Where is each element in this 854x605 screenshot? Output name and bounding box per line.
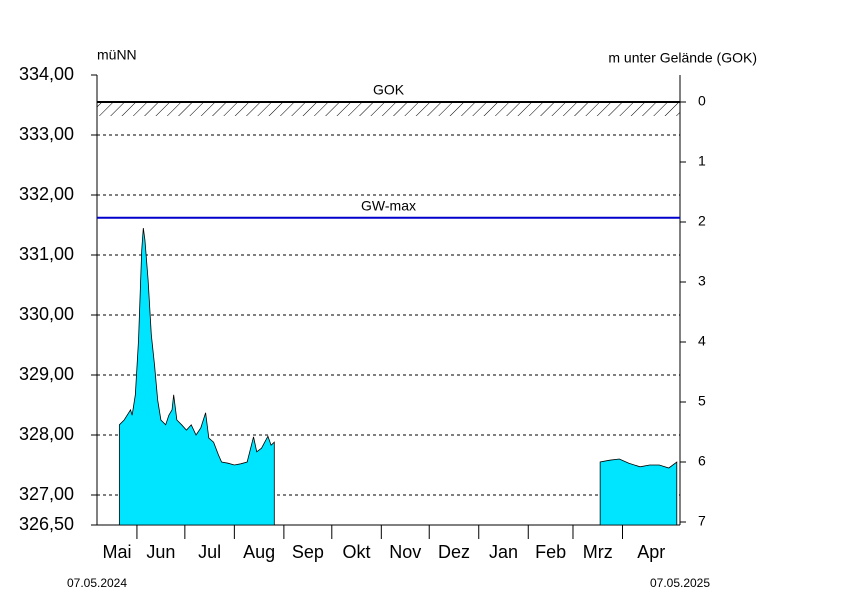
x-tick-label: Dez (438, 542, 470, 562)
y-tick-label: 331,00 (19, 244, 74, 264)
hatch (97, 102, 680, 116)
y-tick-label: 330,00 (19, 304, 74, 324)
x-tick-label: Feb (535, 542, 566, 562)
x-tick-label: Mrz (583, 542, 613, 562)
y-tick-label: 329,00 (19, 364, 74, 384)
y-tick-label: 333,00 (19, 124, 74, 144)
area (118, 227, 678, 526)
y2-tick-label: 3 (698, 273, 706, 289)
y-axis-label: müNN (97, 47, 137, 63)
y-tick-label: 328,00 (19, 424, 74, 444)
start-date: 07.05.2024 (67, 576, 127, 590)
y2-tick-label: 0 (698, 93, 706, 109)
reference-label: GOK (373, 82, 405, 98)
y-tick-label: 334,00 (19, 64, 74, 84)
x-tick-label: Jan (489, 542, 518, 562)
y-tick-label: 332,00 (19, 184, 74, 204)
x-tick-label: Nov (389, 542, 421, 562)
y2-tick-label: 6 (698, 453, 706, 469)
x-tick-label: Jun (146, 542, 175, 562)
y2-tick-label: 4 (698, 333, 706, 349)
x-tick-label: Jul (198, 542, 221, 562)
y2-tick-label: 2 (698, 213, 706, 229)
x-tick-label: Sep (292, 542, 324, 562)
y-tick-label: 326,50 (19, 514, 74, 534)
end-date: 07.05.2025 (650, 576, 710, 590)
reference-label: GW-max (361, 198, 416, 214)
y-tick-label: 327,00 (19, 484, 74, 504)
y2-tick-label: 7 (698, 513, 706, 529)
x-tick-label: Mai (102, 542, 131, 562)
x-tick-label: Apr (637, 542, 665, 562)
y2-axis-label: m unter Gelände (GOK) (608, 50, 757, 66)
x-tick-label: Okt (343, 542, 371, 562)
y2-tick-label: 5 (698, 393, 706, 409)
x-tick-label: Aug (243, 542, 275, 562)
y2-tick-label: 1 (698, 153, 706, 169)
